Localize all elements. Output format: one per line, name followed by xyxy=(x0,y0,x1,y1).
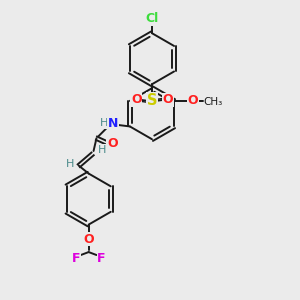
Text: F: F xyxy=(97,252,106,266)
Text: H: H xyxy=(100,118,108,128)
Text: Cl: Cl xyxy=(145,12,159,25)
Text: O: O xyxy=(131,93,142,106)
Text: S: S xyxy=(147,93,157,108)
Text: O: O xyxy=(162,93,173,106)
Text: O: O xyxy=(107,136,118,150)
Text: O: O xyxy=(188,94,198,107)
Text: F: F xyxy=(72,252,80,266)
Text: CH₃: CH₃ xyxy=(203,97,223,107)
Text: N: N xyxy=(108,117,119,130)
Text: H: H xyxy=(66,159,74,169)
Text: O: O xyxy=(83,233,94,246)
Text: H: H xyxy=(98,145,106,155)
